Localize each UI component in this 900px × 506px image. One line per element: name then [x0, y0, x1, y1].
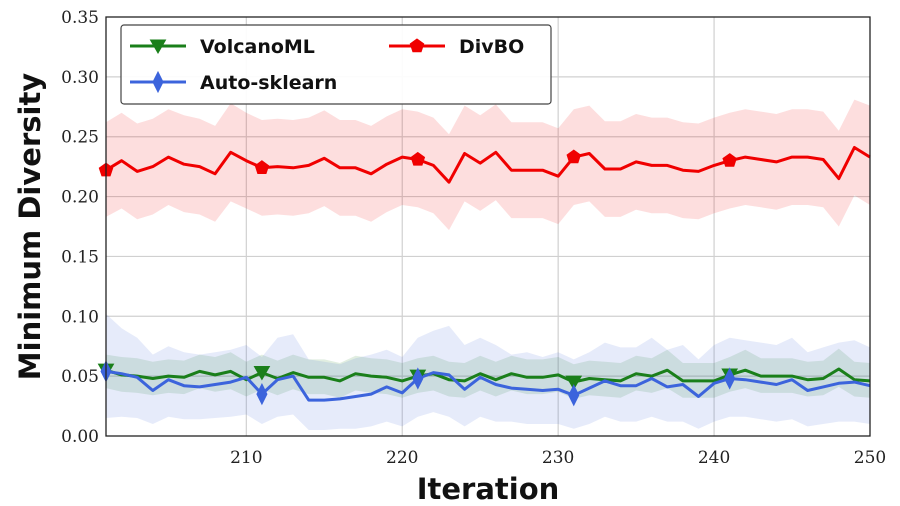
marker-auto-sklearn-241	[724, 367, 736, 390]
line-auto-sklearn	[105, 369, 871, 402]
line-divbo	[105, 146, 871, 184]
legend-marker-volcanoml	[149, 39, 167, 55]
x-tick-label-230: 230	[542, 448, 574, 468]
legend-label-divbo: DivBO	[459, 36, 524, 58]
x-tick-label-210: 210	[230, 448, 262, 468]
legend-item-divbo: DivBO	[389, 36, 524, 58]
legend-item-auto-sklearn: Auto-sklearn	[130, 70, 337, 94]
legend-label-volcanoml: VolcanoML	[200, 36, 315, 58]
y-tick-label-0.20: 0.20	[61, 188, 99, 208]
y-tick-label-0.30: 0.30	[61, 68, 99, 88]
legend-marker-divbo	[409, 38, 425, 53]
legend-item-volcanoml: VolcanoML	[130, 36, 315, 58]
y-axis-label: Minimum Diversity	[13, 73, 47, 381]
marker-divbo-241	[722, 153, 737, 167]
band-divbo	[106, 99, 870, 231]
marker-volcanoml-211	[253, 366, 271, 381]
x-axis-label: Iteration	[417, 472, 560, 506]
marker-volcanoml-231	[565, 375, 583, 391]
marker-auto-sklearn-211	[256, 382, 268, 406]
series-lines	[105, 146, 871, 402]
legend: VolcanoML DivBO Auto-sklearn	[120, 24, 552, 105]
marker-divbo-211	[254, 160, 270, 174]
y-tick-label-0.35: 0.35	[61, 8, 99, 28]
band-auto-sklearn	[106, 313, 870, 430]
legend-label-auto-sklearn: Auto-sklearn	[200, 72, 337, 94]
y-tick-label-0.10: 0.10	[61, 307, 99, 327]
marker-auto-sklearn-231	[568, 384, 580, 407]
y-tick-label-0.05: 0.05	[61, 367, 99, 387]
marker-auto-sklearn-221	[412, 367, 424, 390]
marker-divbo-231	[566, 149, 581, 164]
line-volcanoml	[105, 367, 871, 384]
y-tick-label-0.15: 0.15	[61, 247, 99, 267]
x-tick-label-240: 240	[698, 448, 730, 468]
y-tick-label-0.25: 0.25	[61, 128, 99, 148]
plot-frame	[105, 16, 871, 437]
series-markers	[97, 149, 739, 407]
marker-divbo-221	[410, 151, 426, 166]
x-tick-label-250: 250	[854, 448, 886, 468]
legend-marker-auto-sklearn	[152, 70, 164, 94]
tick-labels: 210 220 230 240 250 0.00 0.05 0.10 0.15 0.20 0.25 0…	[61, 8, 886, 468]
x-tick-label-220: 220	[386, 448, 418, 468]
confidence-bands	[106, 99, 870, 430]
y-tick-label-0.00: 0.00	[61, 427, 99, 447]
